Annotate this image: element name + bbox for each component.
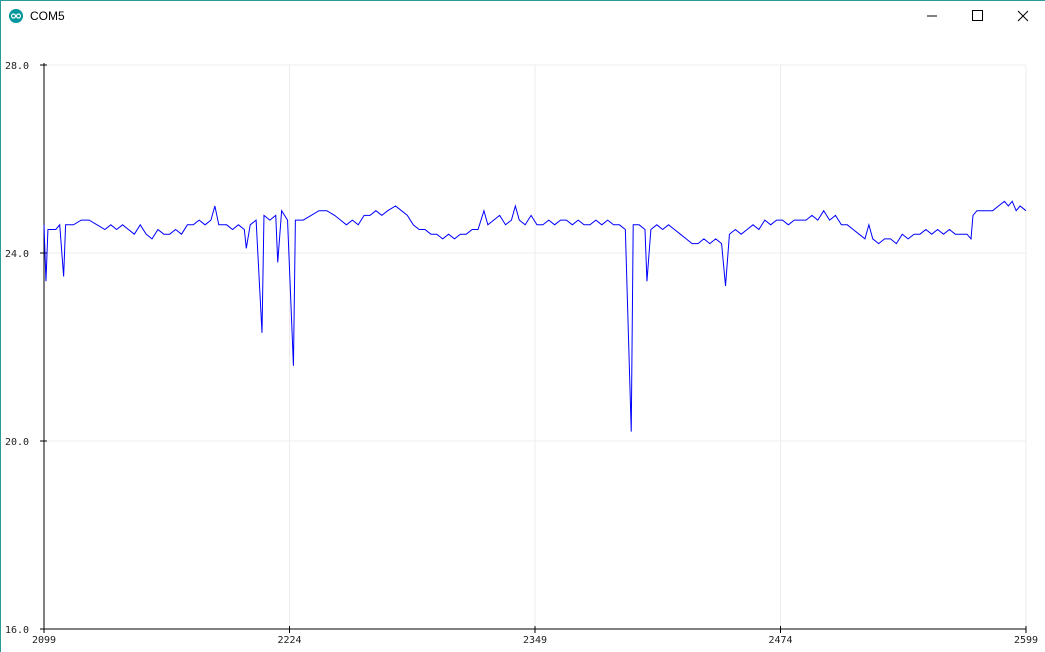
x-tick-label: 2224 <box>277 635 301 646</box>
x-tick-label: 2349 <box>523 635 547 646</box>
window-border <box>0 0 1045 1</box>
y-tick-label: 28.0 <box>5 61 29 72</box>
x-tick-label: 2599 <box>1014 635 1038 646</box>
y-tick-label: 20.0 <box>5 437 29 448</box>
y-tick-label: 24.0 <box>5 249 29 260</box>
window-title: COM5 <box>30 9 65 23</box>
window-border <box>0 0 1 652</box>
close-button[interactable] <box>1017 10 1029 22</box>
title-bar: COM5 <box>9 9 1029 23</box>
y-tick-label: 16.0 <box>5 625 29 636</box>
app-icon <box>15 13 22 19</box>
data-line <box>43 200 1027 432</box>
maximize-button[interactable] <box>972 10 983 21</box>
x-tick-label: 2099 <box>32 635 56 646</box>
x-tick-label: 2474 <box>768 635 792 646</box>
app-icon <box>10 13 17 19</box>
